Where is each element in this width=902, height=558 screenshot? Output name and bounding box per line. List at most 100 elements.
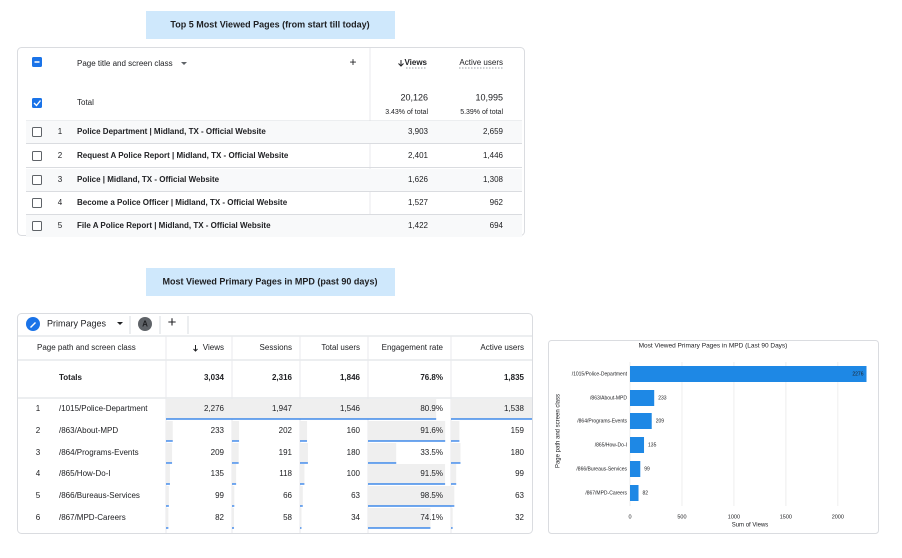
cell-value: 135 xyxy=(211,469,225,478)
banner xyxy=(146,11,395,39)
row-title: Request A Police Report | Midland, TX - … xyxy=(77,151,289,160)
bar xyxy=(630,461,641,477)
checkbox[interactable] xyxy=(32,98,42,108)
row-bg xyxy=(26,121,522,143)
checkbox[interactable] xyxy=(32,151,42,161)
row-users: 962 xyxy=(490,198,504,207)
cell-value: 63 xyxy=(351,491,360,500)
cell-value: 202 xyxy=(279,426,293,435)
cell-bar xyxy=(232,443,239,463)
add-tab[interactable]: + xyxy=(168,314,177,331)
chart-title: Most Viewed Primary Pages in MPD (Last 9… xyxy=(639,343,788,350)
y-tick-label: /1015/Police-Department xyxy=(572,371,628,377)
cell-bar xyxy=(451,399,532,419)
row-rank: 3 xyxy=(58,175,63,184)
cell-value: 99 xyxy=(515,469,524,478)
cell-value: 32 xyxy=(515,513,524,522)
cell-bar xyxy=(232,486,235,506)
total-label: Total xyxy=(77,98,94,107)
checkbox[interactable] xyxy=(32,175,42,185)
totals-label: Totals xyxy=(59,373,83,382)
column-header[interactable]: Sessions xyxy=(260,343,292,352)
totals-value: 3,034 xyxy=(204,373,225,382)
checkbox[interactable] xyxy=(32,198,42,208)
column-header[interactable]: Active users xyxy=(459,58,503,67)
bar xyxy=(630,437,645,453)
cell-bar xyxy=(232,421,240,441)
cell-value: 66 xyxy=(283,491,292,500)
column-header[interactable]: Page path and screen class xyxy=(37,343,136,352)
cell-bar xyxy=(166,421,173,441)
row-views: 1,626 xyxy=(408,175,429,184)
row-bg xyxy=(26,215,522,237)
row-rank: 4 xyxy=(58,198,63,207)
row-path: /867/MPD-Careers xyxy=(59,513,126,522)
cell-bar xyxy=(368,486,451,506)
row-rank: 2 xyxy=(36,426,41,435)
cell-bar xyxy=(232,399,300,419)
cell-bar xyxy=(166,443,173,463)
row-users: 694 xyxy=(490,221,504,230)
row-views: 1,527 xyxy=(408,198,429,207)
x-tick-label: 2000 xyxy=(832,514,844,520)
total-value: 20,126 xyxy=(400,92,428,102)
column-header[interactable]: Views xyxy=(404,58,427,67)
totals-value: 76.8% xyxy=(420,373,443,382)
badge[interactable] xyxy=(138,317,152,331)
row-path: /863/About-MPD xyxy=(59,426,118,435)
banner-title: Most Viewed Primary Pages in MPD (past 9… xyxy=(163,276,378,286)
bar xyxy=(630,390,655,406)
bar xyxy=(630,485,639,501)
cell-value: 98.5% xyxy=(420,491,443,500)
row-rank: 1 xyxy=(58,127,63,136)
column-header[interactable]: Views xyxy=(203,343,224,352)
value-label: 99 xyxy=(644,466,650,472)
column-header[interactable]: Total users xyxy=(321,343,360,352)
cell-value: 58 xyxy=(283,513,292,522)
row-path: /1015/Police-Department xyxy=(59,404,148,413)
cell-bar xyxy=(368,508,431,528)
total-pct: 3.43% of total xyxy=(385,109,428,116)
cell-bar xyxy=(368,443,397,463)
cell-bar xyxy=(451,486,455,506)
row-bg xyxy=(26,169,522,191)
cell-bar xyxy=(166,464,170,484)
row-path: /865/How-Do-I xyxy=(59,469,111,478)
bar xyxy=(630,413,652,429)
cell-bar xyxy=(300,421,308,441)
cell-bar xyxy=(300,443,308,463)
cell-bar xyxy=(166,508,169,528)
cell-value: 91.6% xyxy=(420,426,443,435)
value-label: 135 xyxy=(648,442,657,448)
column-header[interactable]: Active users xyxy=(480,343,524,352)
cell-bar xyxy=(300,486,303,506)
row-title: Police | Midland, TX - Official Website xyxy=(77,175,220,184)
cell-value: 34 xyxy=(351,513,360,522)
add-button[interactable]: + xyxy=(349,55,356,69)
cell-value: 159 xyxy=(511,426,525,435)
y-tick-label: /866/Bureaus-Services xyxy=(576,466,627,472)
total-pct: 5.39% of total xyxy=(460,109,503,116)
total-value: 10,995 xyxy=(475,92,503,102)
row-users: 1,308 xyxy=(483,175,504,184)
sort-icon xyxy=(193,345,198,352)
row-rank: 2 xyxy=(58,151,63,160)
x-tick-label: 0 xyxy=(628,514,631,520)
dropdown-icon[interactable] xyxy=(117,322,123,325)
cell-value: 1,947 xyxy=(272,404,293,413)
checkbox[interactable] xyxy=(32,221,42,231)
x-tick-label: 1500 xyxy=(780,514,792,520)
badge-label[interactable]: A xyxy=(142,320,148,329)
x-tick-label: 500 xyxy=(677,514,686,520)
column-header[interactable]: Engagement rate xyxy=(382,343,444,352)
tab-label[interactable]: Primary Pages xyxy=(47,318,107,328)
row-title: Become a Police Officer | Midland, TX - … xyxy=(77,198,288,207)
checkbox[interactable] xyxy=(32,127,42,137)
dropdown-icon[interactable] xyxy=(181,62,187,65)
column-header[interactable]: Page title and screen class xyxy=(77,59,173,68)
cell-bar xyxy=(451,421,460,441)
cell-value: 191 xyxy=(279,448,293,457)
cell-bar xyxy=(300,464,305,484)
cell-value: 99 xyxy=(215,491,224,500)
